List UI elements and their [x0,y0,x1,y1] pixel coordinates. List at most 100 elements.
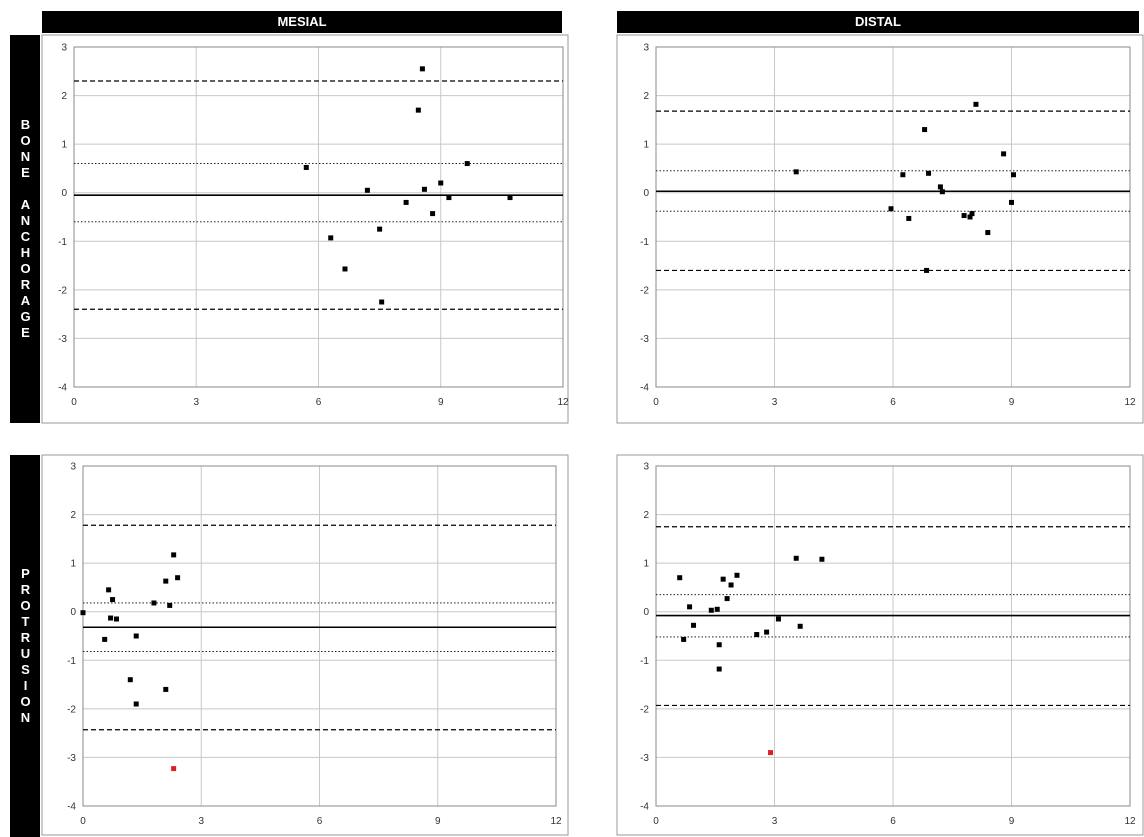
x-tick-label: 6 [890,816,896,827]
data-point [133,633,139,639]
data-point [438,180,444,186]
y-tick-label: 3 [70,462,76,473]
data-point [163,578,169,584]
data-point [175,575,181,581]
plot-area-border [655,46,1131,388]
y-tick-label: -2 [640,704,649,715]
plot-area-border [655,465,1131,807]
data-point [716,642,722,648]
x-tick-label: 0 [653,816,659,827]
panel-frame [616,34,1144,424]
data-point [1001,151,1007,157]
y-tick-label: 0 [643,607,649,618]
data-point [163,686,169,692]
data-point [691,622,697,628]
y-tick-label: 3 [643,43,649,54]
y-tick-label: 3 [643,462,649,473]
data-point [377,226,383,232]
y-tick-label: -4 [58,383,67,394]
y-tick-label: 0 [61,188,67,199]
x-tick-label: 3 [772,397,778,408]
y-tick-label: -3 [58,334,67,345]
data-point [342,266,348,272]
data-point [328,235,334,241]
row-header-bone-anchorage-label: BONE ANCHORAGE [18,117,33,341]
x-tick-label: 12 [1124,816,1136,827]
data-point [677,575,683,581]
data-point [167,602,173,608]
data-point [415,107,421,113]
x-tick-label: 12 [550,816,562,827]
y-tick-label: -1 [640,237,649,248]
x-tick-label: 3 [193,397,199,408]
row-header-protrusion-label: PROTRUSION [18,566,33,726]
data-point [969,211,975,217]
y-tick-label: -1 [640,656,649,667]
data-point [819,556,825,562]
y-tick-label: 1 [643,140,649,151]
x-tick-label: 9 [1009,397,1015,408]
y-tick-label: 1 [643,559,649,570]
y-tick-label: 3 [61,43,67,54]
x-tick-label: 12 [1124,397,1136,408]
data-point [687,604,693,610]
data-point [133,701,139,707]
data-point [708,607,714,613]
panel-frame [41,454,569,836]
data-point [967,214,973,220]
y-tick-label: 0 [70,607,76,618]
data-point [364,187,370,193]
y-tick-label: -2 [640,285,649,296]
data-point [379,299,385,305]
outlier-point [171,766,177,772]
panel-frame [41,34,569,424]
plot-area-border [73,46,564,388]
x-tick-label: 0 [653,397,659,408]
data-point [419,66,425,72]
y-tick-label: -2 [58,285,67,296]
x-tick-label: 9 [435,816,441,827]
x-tick-label: 9 [1009,816,1015,827]
y-tick-label: -4 [640,383,649,394]
data-point [430,211,436,217]
data-point [754,632,760,638]
y-tick-label: -3 [640,334,649,345]
data-point [171,552,177,558]
data-point [102,636,108,642]
data-point [110,597,116,603]
x-tick-label: 9 [438,397,444,408]
data-point [775,616,781,622]
data-point [961,213,967,219]
data-point [939,189,945,195]
y-tick-label: 1 [61,140,67,151]
x-tick-label: 6 [316,397,322,408]
y-tick-label: 1 [70,559,76,570]
data-point [446,195,452,201]
row-header-bone-anchorage: BONE ANCHORAGE [10,35,40,423]
x-tick-label: 3 [772,816,778,827]
row-header-protrusion: PROTRUSION [10,455,40,837]
data-point [937,184,943,190]
data-point [924,267,930,273]
y-tick-label: 2 [61,91,67,102]
y-tick-label: 2 [70,510,76,521]
data-point [716,666,722,672]
data-point [464,161,470,167]
data-point [114,616,120,622]
data-point [106,587,112,593]
data-point [926,170,932,176]
data-point [793,169,799,175]
data-point [80,610,86,616]
column-header-distal: DISTAL [617,11,1139,33]
data-point [108,615,114,621]
data-point [151,600,157,606]
data-point [403,199,409,205]
data-point [681,636,687,642]
x-tick-label: 6 [890,397,896,408]
y-tick-label: -1 [67,656,76,667]
y-tick-label: -3 [640,753,649,764]
column-header-mesial: MESIAL [42,11,562,33]
data-point [724,596,730,602]
y-tick-label: 2 [643,91,649,102]
